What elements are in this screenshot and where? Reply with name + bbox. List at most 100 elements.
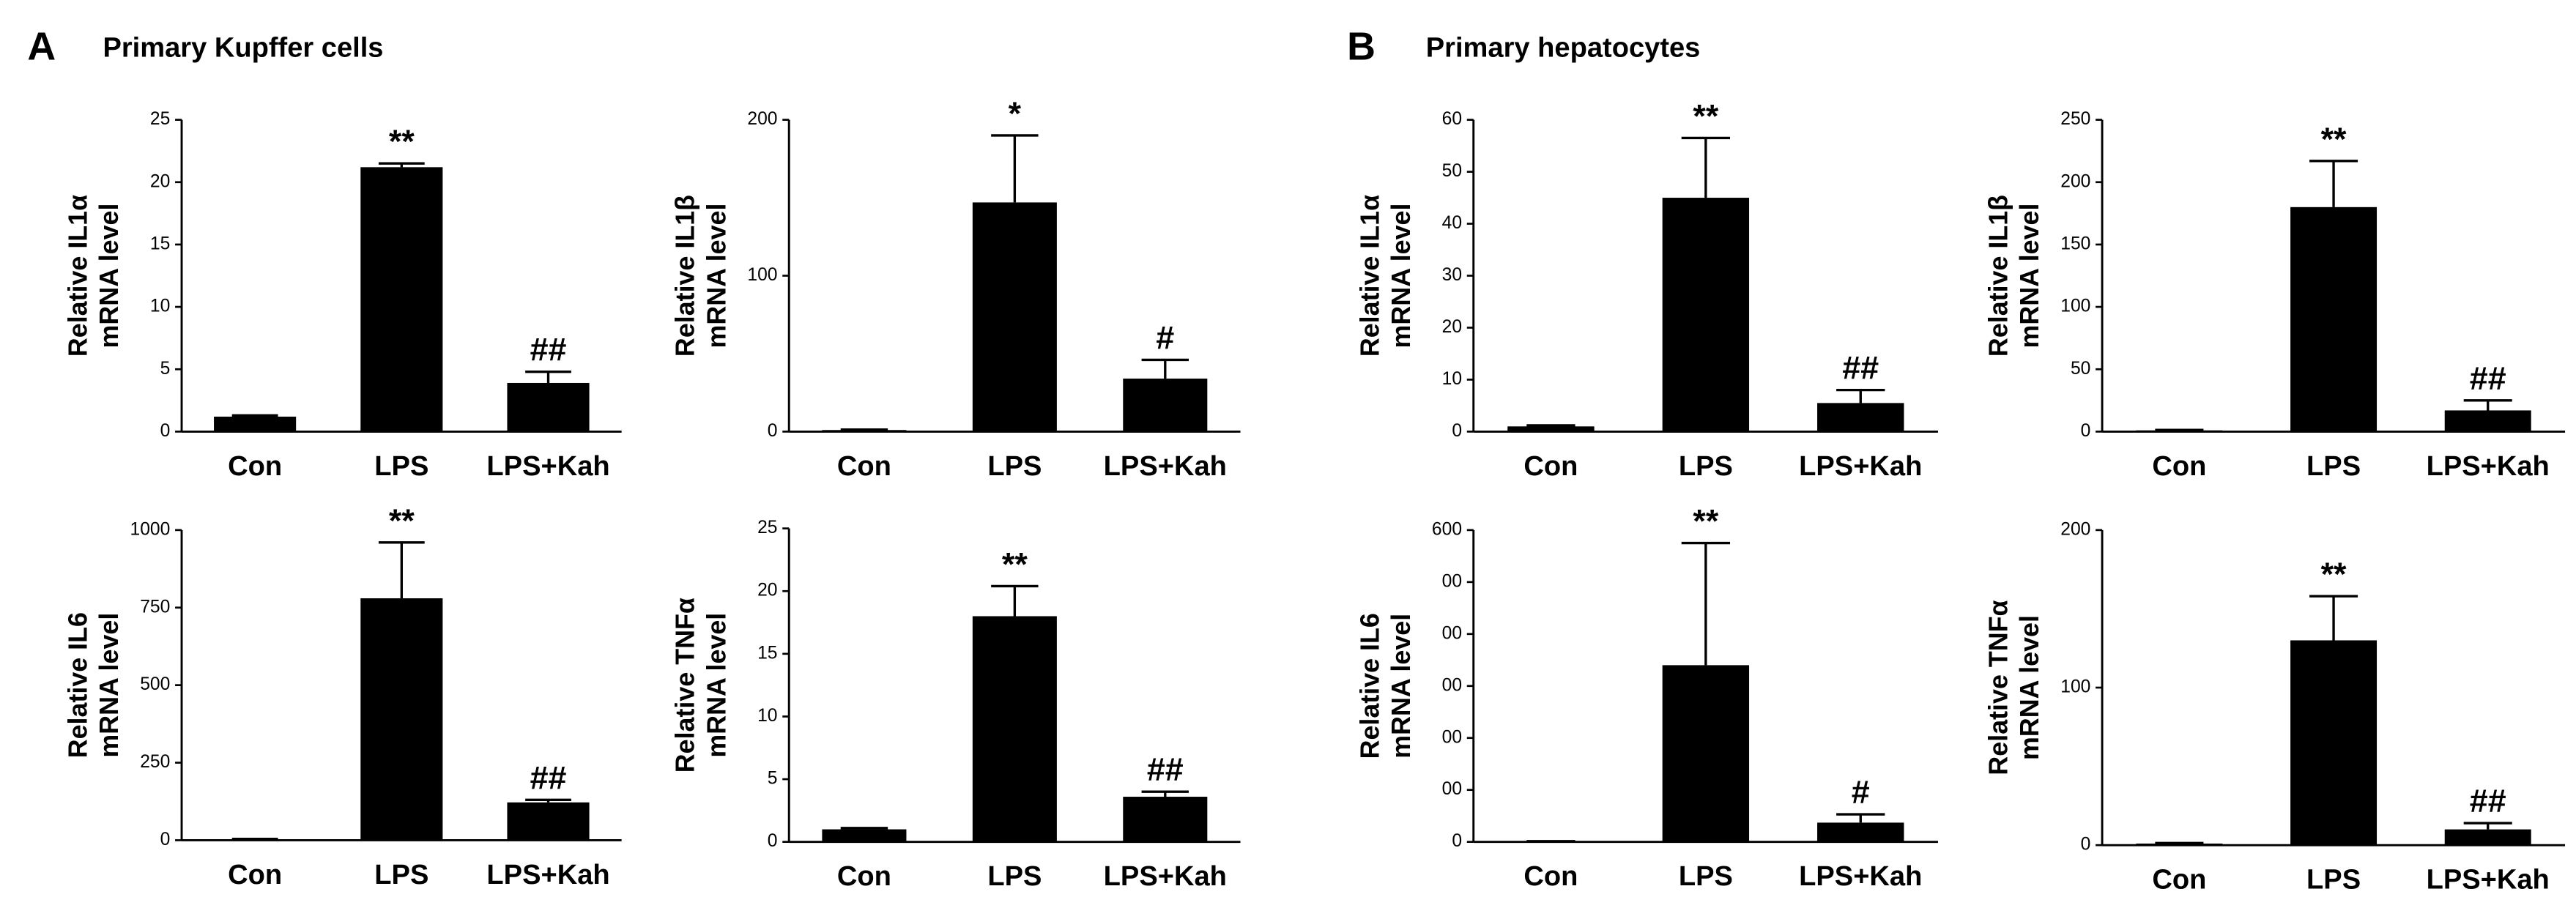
annotation: * [1009, 95, 1022, 132]
annotation: ** [1002, 546, 1028, 582]
y-axis-label: Relative IL1α [1355, 195, 1384, 357]
annotation: ## [530, 759, 567, 796]
y-axis-label: mRNA level [1387, 614, 1416, 759]
bar [1662, 198, 1750, 432]
panel-title: Primary Kupffer cells [103, 32, 383, 63]
y-tick-label: 250 [140, 752, 170, 772]
annotation: ## [2470, 360, 2506, 397]
bar [2290, 207, 2378, 432]
x-tick-label: Con [837, 861, 891, 892]
x-tick-label: LPS [987, 861, 1042, 892]
bar [1507, 426, 1595, 432]
y-tick-label: 750 [140, 597, 170, 617]
error-bar [2155, 428, 2204, 431]
annotation: ** [1693, 97, 1718, 134]
bar [822, 829, 907, 842]
panel-label: A [27, 24, 56, 68]
y-axis-label: Relative IL6 [1355, 613, 1384, 759]
y-tick-label: 0 [1452, 421, 1462, 441]
y-axis-label: Relative IL1β [671, 195, 700, 357]
y-axis-label: mRNA level [1387, 204, 1416, 349]
y-tick-label: 50 [2071, 359, 2090, 379]
y-tick-label: 20 [757, 581, 777, 600]
y-tick-label: 40 [1442, 213, 1462, 233]
y-tick-label: 250 [2060, 109, 2090, 129]
annotation: ** [389, 123, 415, 160]
bar [1123, 379, 1208, 432]
x-tick-label: LPS+Kah [486, 860, 609, 890]
error-bar [1141, 790, 1189, 797]
y-tick-label: 150 [2060, 234, 2090, 253]
bar [822, 430, 907, 432]
error-bar [378, 541, 425, 599]
x-tick-label: LPS+Kah [1799, 451, 1922, 482]
y-axis-label: mRNA level [94, 204, 124, 349]
y-tick-label: 60 [1442, 109, 1462, 129]
error-bar [2155, 841, 2204, 845]
y-axis-label: mRNA level [2015, 615, 2044, 760]
y-axis-label: Relative TNFα [1984, 600, 2013, 775]
y-tick-label: 00 [1442, 727, 1462, 747]
y-tick-label: 00 [1442, 675, 1462, 695]
x-tick-label: LPS+Kah [1799, 861, 1922, 892]
x-tick-label: Con [228, 451, 282, 482]
panel-label: B [1347, 24, 1376, 68]
y-tick-label: 20 [150, 171, 170, 191]
y-tick-label: 600 [1432, 519, 1462, 539]
annotation: ** [2321, 121, 2347, 157]
error-bar [1141, 358, 1189, 379]
error-bar [1836, 813, 1885, 823]
y-axis-label: mRNA level [2015, 204, 2044, 349]
y-tick-label: 10 [150, 297, 170, 316]
bar [2444, 410, 2531, 432]
y-tick-label: 5 [160, 359, 171, 379]
error-bar [840, 428, 888, 431]
bar [360, 598, 443, 841]
bar [507, 802, 590, 841]
y-tick-label: 200 [2060, 171, 2090, 191]
annotation: ## [1147, 751, 1184, 788]
y-tick-label: 00 [1442, 779, 1462, 799]
y-tick-label: 200 [747, 109, 777, 129]
y-axis-label: mRNA level [94, 613, 124, 758]
error-bar [1681, 136, 1730, 198]
x-tick-label: Con [2152, 451, 2206, 482]
y-tick-label: 0 [2081, 835, 2091, 855]
y-tick-label: 0 [160, 830, 171, 849]
panel-title: Primary hepatocytes [1426, 32, 1701, 63]
bar [360, 167, 443, 432]
bar [1817, 403, 1904, 432]
y-tick-label: 500 [140, 674, 170, 694]
y-tick-label: 10 [757, 706, 777, 726]
y-tick-label: 0 [1452, 831, 1462, 851]
bar [972, 202, 1057, 432]
annotation: ## [1842, 350, 1879, 387]
x-tick-label: LPS [1679, 451, 1733, 482]
error-bar [525, 798, 571, 803]
bar [2290, 640, 2378, 846]
bar [1123, 797, 1208, 842]
x-tick-label: Con [1523, 861, 1578, 892]
y-tick-label: 15 [150, 234, 170, 253]
x-tick-label: LPS+Kah [1104, 451, 1227, 482]
y-tick-label: 5 [768, 769, 778, 789]
error-bar [2309, 160, 2358, 207]
x-tick-label: Con [2152, 865, 2206, 896]
annotation: # [1852, 774, 1870, 811]
error-bar [2309, 595, 2358, 641]
x-tick-label: LPS [987, 451, 1042, 482]
bar [972, 616, 1057, 842]
error-bar [991, 134, 1039, 203]
y-tick-label: 25 [150, 109, 170, 129]
x-tick-label: LPS [2306, 865, 2361, 896]
y-tick-label: 0 [2081, 421, 2091, 441]
bar [1662, 665, 1750, 842]
y-axis-label: Relative IL1β [1984, 195, 2013, 357]
y-tick-label: 30 [1442, 265, 1462, 285]
y-tick-label: 25 [757, 518, 777, 537]
y-tick-label: 100 [2060, 297, 2090, 316]
y-tick-label: 0 [768, 831, 778, 851]
y-tick-label: 100 [2060, 677, 2090, 697]
y-tick-label: 10 [1442, 369, 1462, 389]
bar [214, 416, 297, 432]
